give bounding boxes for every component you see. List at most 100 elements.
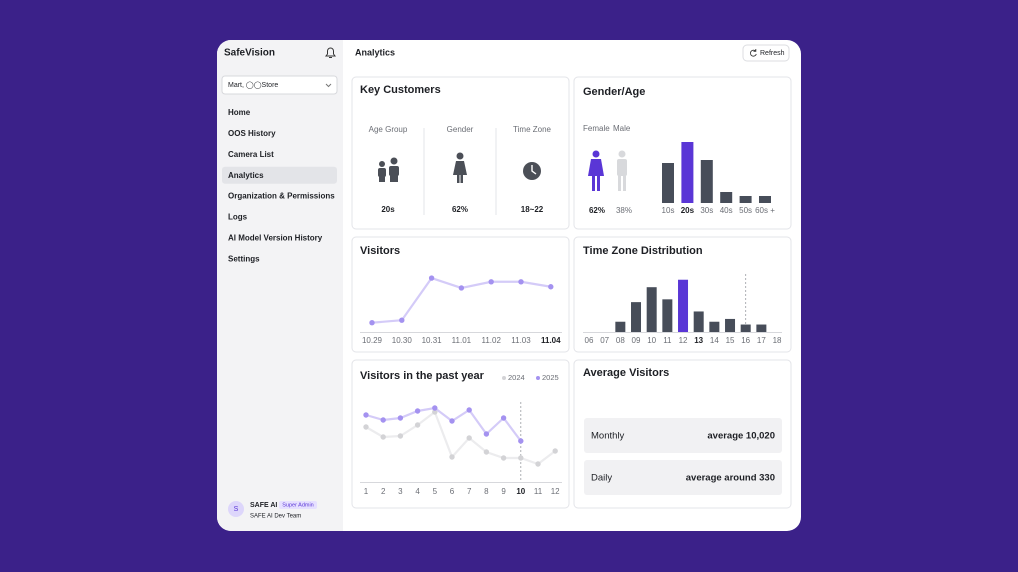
- male-figure: [617, 150, 627, 191]
- x-tick-label: 5: [433, 487, 438, 496]
- nav-item[interactable]: Home: [228, 108, 251, 117]
- bar: [759, 196, 771, 203]
- bar: [739, 196, 752, 203]
- bar: [678, 279, 689, 332]
- bar: [681, 142, 694, 203]
- point: [483, 431, 490, 437]
- nav-item[interactable]: Organization & Permissions: [228, 192, 335, 201]
- badge-text: Super Admin: [282, 502, 314, 508]
- point: [432, 409, 438, 415]
- refresh-icon: [749, 49, 757, 57]
- avatar-letter: S: [234, 506, 239, 513]
- age-icon: [378, 157, 399, 182]
- x-tick-label: 10s: [662, 206, 675, 215]
- x-tick-label: 15: [726, 336, 735, 345]
- card-title: Visitors in the past year: [360, 370, 485, 382]
- x-tick-label: 11: [663, 336, 672, 345]
- nav-item[interactable]: Camera List: [228, 150, 274, 159]
- card-title: Visitors: [360, 245, 400, 257]
- x-tick-label: 10.29: [362, 336, 383, 345]
- x-tick-label: 09: [632, 336, 641, 345]
- nav-item[interactable]: Settings: [228, 254, 260, 263]
- point: [449, 454, 455, 460]
- bar: [646, 287, 657, 332]
- bell-icon[interactable]: [325, 47, 336, 58]
- nav-item[interactable]: Logs: [228, 213, 248, 222]
- x-tick-label: 50s: [739, 206, 752, 215]
- x-tick-label: 9: [501, 487, 506, 496]
- brand: SafeVision: [224, 48, 275, 59]
- kc-label: Time Zone: [513, 125, 551, 134]
- x-tick-label: 1: [364, 487, 369, 496]
- point: [449, 418, 455, 424]
- x-tick-label: 8: [484, 487, 489, 496]
- nav-item[interactable]: OOS History: [228, 129, 276, 138]
- card: [351, 359, 570, 509]
- badge: [279, 501, 317, 509]
- x-tick-label: 17: [757, 336, 766, 345]
- x-tick-label: 11: [534, 487, 543, 496]
- point: [535, 461, 541, 467]
- nav-item[interactable]: Analytics: [228, 171, 264, 180]
- point: [466, 435, 472, 441]
- point: [380, 417, 386, 423]
- x-tick-label: 11.01: [452, 336, 472, 345]
- bar: [700, 160, 713, 203]
- kc-value: 20s: [381, 205, 395, 214]
- point: [518, 455, 524, 461]
- female-label: Female: [583, 124, 610, 133]
- avg-label: Monthly: [591, 431, 625, 442]
- x-tick-label: 10: [647, 336, 656, 345]
- kc-label: Gender: [447, 125, 474, 134]
- point: [397, 433, 404, 439]
- bar: [720, 192, 733, 203]
- x-tick-label: 14: [710, 336, 719, 345]
- x-tick-label: 30s: [700, 206, 713, 215]
- x-tick-label: 18: [773, 336, 782, 345]
- point: [483, 449, 490, 455]
- nav-active: [222, 166, 337, 184]
- team: SAFE AI Dev Team: [250, 514, 301, 520]
- female-figure: [588, 150, 604, 191]
- legend-dot: [536, 376, 540, 380]
- x-tick-label: 10.31: [422, 336, 443, 345]
- point: [363, 424, 369, 430]
- point: [500, 415, 507, 421]
- male-label: Male: [613, 124, 631, 133]
- point: [466, 407, 472, 413]
- bar: [740, 324, 751, 332]
- bar: [693, 311, 704, 332]
- x-tick-label: 11.04: [541, 336, 561, 345]
- avg-value: average 10,020: [707, 431, 775, 442]
- point: [548, 284, 554, 290]
- clock-hands: [531, 165, 537, 175]
- legend-dot: [502, 376, 506, 380]
- kc-label: Age Group: [369, 125, 408, 134]
- refresh-button[interactable]: [742, 44, 790, 62]
- avg-label: Daily: [591, 473, 612, 484]
- refresh-label: Refresh: [760, 50, 785, 57]
- page-title: Analytics: [355, 47, 395, 57]
- user-name: SAFE AI: [250, 502, 277, 509]
- nav-item[interactable]: AI Model Version History: [228, 234, 323, 243]
- x-tick-label: 12: [679, 336, 688, 345]
- bar: [662, 163, 674, 203]
- legend-label: 2024: [508, 373, 525, 382]
- point: [432, 405, 438, 411]
- kc-value: 62%: [452, 205, 468, 214]
- x-tick-label: 7: [467, 487, 472, 496]
- point: [380, 434, 386, 440]
- point: [500, 455, 507, 461]
- avatar: [228, 501, 244, 517]
- x-tick-label: 6: [450, 487, 455, 496]
- kc-value: 18~22: [521, 205, 544, 214]
- card: [351, 236, 570, 353]
- line: [365, 406, 522, 442]
- point: [363, 412, 369, 418]
- store-select[interactable]: [221, 75, 338, 95]
- point: [552, 448, 558, 454]
- x-tick-label: 06: [585, 336, 594, 345]
- chevron: [325, 83, 332, 88]
- legend-label: 2025: [542, 373, 559, 382]
